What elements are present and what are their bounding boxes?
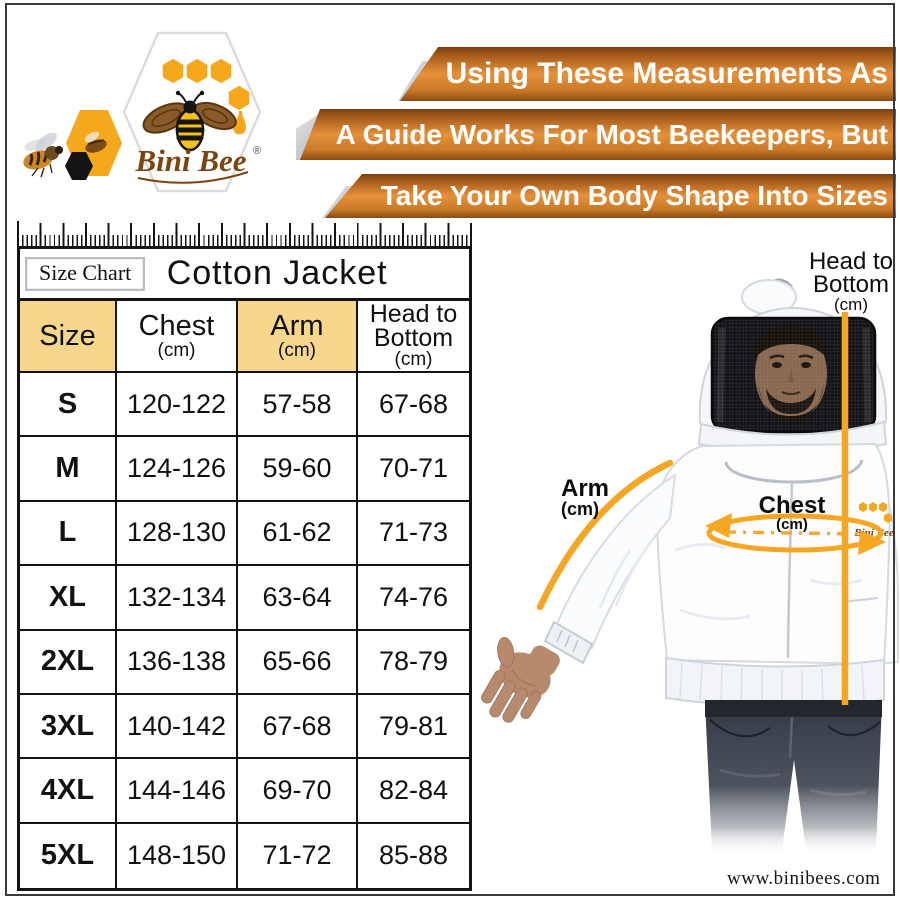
banner-text-2: A Guide Works For Most Beekeepers, But (335, 118, 888, 150)
size-chart-tag: Size Chart (25, 256, 146, 291)
table-cell-chest: 144-146 (117, 759, 238, 824)
table-row-size: 4XL (20, 759, 117, 824)
table-row-size: M (20, 437, 117, 502)
table-cell-arm: 59-60 (238, 437, 358, 502)
veil-mesh (710, 316, 877, 434)
chest-measure-ellipse (706, 513, 884, 553)
table-cell-head-to-bottom: 85-88 (378, 840, 449, 871)
fly-seam (788, 716, 794, 759)
arm-label: Arm (cm) (561, 475, 610, 519)
chest-arrow-left (705, 513, 732, 538)
website-url: www.binibees.com (727, 868, 881, 889)
table-cell-head-to-bottom: 74-76 (358, 566, 469, 631)
banner-text-3: Take Your Own Body Shape Into Sizes (380, 180, 888, 211)
table-title-row: Size Chart Cotton Jacket (20, 249, 469, 301)
ribbon-banner-2: A Guide Works For Most Beekeepers, But (300, 109, 896, 160)
beekeeper-figure: Bini Bee (481, 278, 899, 850)
table-cell-chest: 132-134 (117, 566, 238, 631)
table-cell-arm: 61-62 (238, 501, 358, 567)
table-row-size: 2XL (20, 630, 117, 695)
bee-icon (142, 90, 237, 152)
arm-measure-curve (536, 459, 674, 611)
measurement-annotations (536, 312, 886, 705)
table-cell-head-to-bottom: 67-68 (358, 373, 469, 438)
size-chart-table: Size Chart Cotton Jacket Size Chest (cm)… (17, 246, 472, 891)
honeycomb-icon (161, 57, 251, 135)
table-row-size: XL (20, 566, 117, 631)
table-row-size: 3XL (20, 694, 117, 760)
honeybee-icon (23, 132, 63, 178)
table-cell-chest: 124-126 (117, 437, 238, 502)
table-cell-chest: 136-138 (117, 630, 238, 695)
ribbon-banner-1: Using These Measurements As (400, 47, 896, 101)
size-grid: Size Chest (cm) Arm (cm) Head to Bottom … (20, 301, 469, 888)
honey-drip-icon (233, 111, 246, 135)
column-header-arm: Arm (cm) (238, 301, 358, 373)
table-cell-chest: 140-142 (117, 694, 238, 760)
brand-badge: Bini Bee ® (122, 31, 262, 193)
table-cell-arm: 65-66 (238, 630, 358, 695)
torso (655, 442, 891, 666)
table-row-size: S (20, 373, 117, 438)
registered-mark: ® (253, 145, 261, 157)
table-cell-head-to-bottom: 79-81 (358, 695, 469, 760)
table-cell-head-to-bottom: 82-84 (358, 759, 469, 824)
table-cell-head-to-bottom: 78-79 (358, 631, 469, 695)
ribbon-banner-3: Take Your Own Body Shape Into Sizes (325, 174, 896, 218)
jeans (705, 700, 882, 850)
column-header-size: Size (20, 301, 117, 373)
column-header-head-to-bottom: Head to Bottom (cm) (358, 301, 469, 373)
table-cell-chest: 148-150 (117, 823, 238, 888)
table-row-size: L (20, 501, 117, 567)
table-row-size: 5XL (20, 823, 117, 888)
head-to-bottom-label: Head to Bottom (cm) (808, 248, 894, 314)
chest-arrow-right (858, 530, 886, 555)
banner-text-1: Using These Measurements As (445, 57, 888, 90)
table-cell-arm: 67-68 (238, 694, 358, 760)
table-cell-chest: 128-130 (117, 501, 238, 567)
table-cell-head-to-bottom: 70-71 (358, 437, 469, 502)
product-title: Cotton Jacket (166, 254, 388, 292)
brand-logo: Bini Bee ® (23, 31, 262, 193)
jacket (543, 442, 899, 708)
hem-band (665, 656, 885, 708)
cuff (543, 620, 594, 665)
table-cell-arm: 63-64 (238, 566, 358, 631)
hand (481, 637, 560, 723)
hexagon-icon (65, 110, 122, 180)
zipper (786, 481, 794, 659)
column-header-chest: Chest (cm) (117, 301, 238, 373)
table-cell-chest: 120-122 (117, 373, 238, 438)
table-cell-arm: 69-70 (238, 759, 358, 824)
chest-label: Chest (cm) (758, 492, 826, 533)
table-cell-arm: 57-58 (238, 373, 358, 438)
brand-name: Bini Bee (134, 143, 246, 178)
ruler-icon (17, 221, 472, 249)
table-cell-head-to-bottom: 71-73 (358, 502, 469, 567)
table-cell-arm: 71-72 (238, 823, 358, 888)
